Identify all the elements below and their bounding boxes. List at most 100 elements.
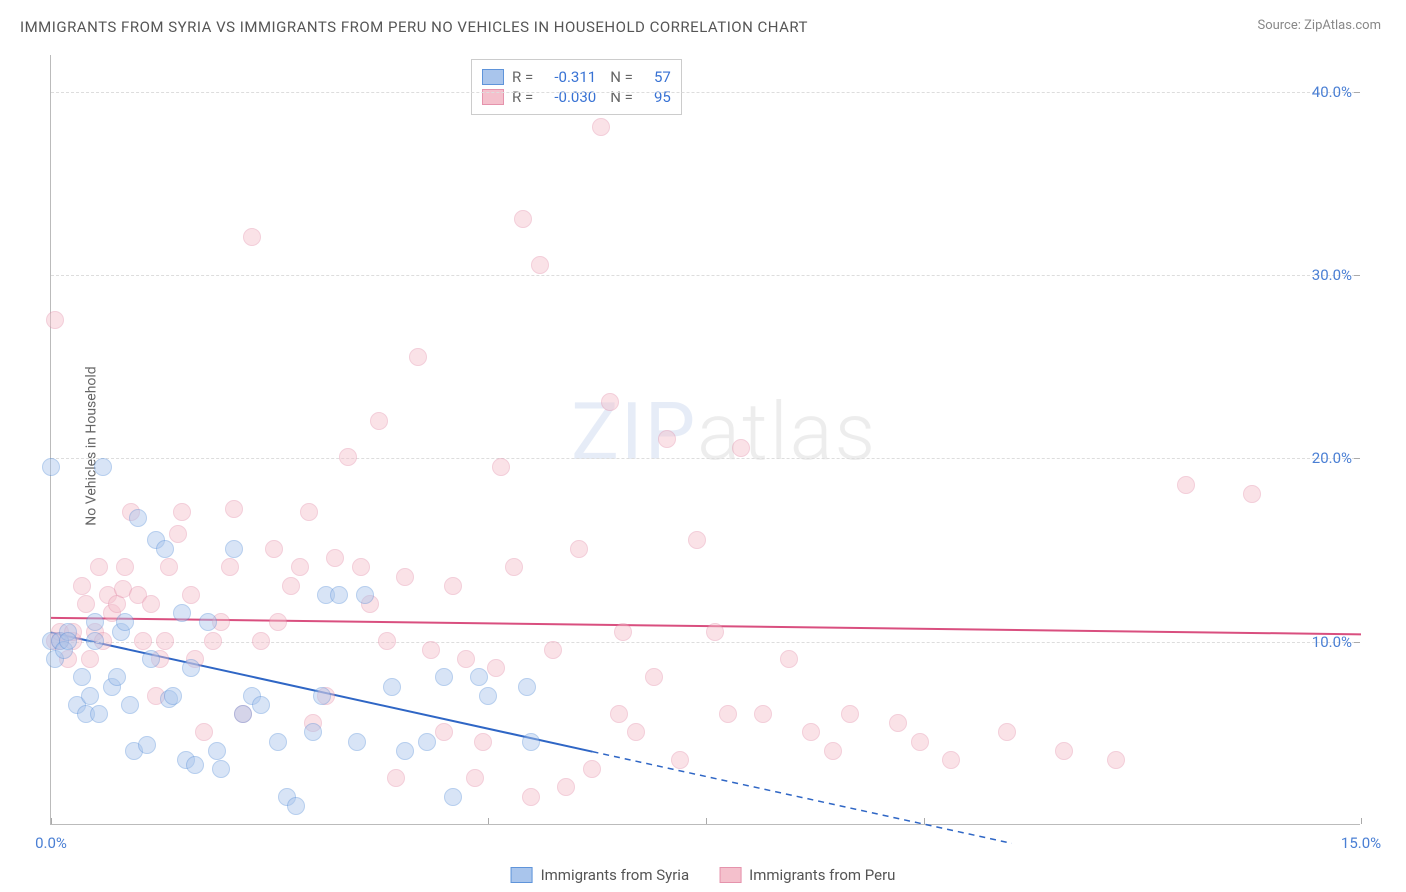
data-point-peru [444,577,462,595]
data-point-peru [378,632,396,650]
legend-swatch [511,867,533,883]
data-point-syria [142,650,160,668]
data-point-peru [409,348,427,366]
data-point-syria [86,613,104,631]
data-point-peru [942,751,960,769]
data-point-peru [326,549,344,567]
data-point-peru [90,558,108,576]
x-tick-label: 0.0% [35,834,67,852]
data-point-peru [998,723,1016,741]
data-point-peru [614,623,632,641]
data-point-syria [470,668,488,686]
x-tick-mark [706,818,707,824]
data-point-peru [204,632,222,650]
data-point-syria [164,687,182,705]
y-tick-label: 30.0% [1312,266,1352,284]
y-tick-label: 40.0% [1312,83,1352,101]
data-point-peru [243,228,261,246]
data-point-syria [116,613,134,631]
data-point-syria [90,705,108,723]
data-point-peru [557,778,575,796]
series-legend-label: Immigrants from Syria [541,866,690,884]
data-point-peru [754,705,772,723]
data-point-syria [234,705,252,723]
data-point-peru [182,586,200,604]
data-point-peru [732,439,750,457]
data-point-peru [134,632,152,650]
data-point-peru [457,650,475,668]
data-point-peru [487,659,505,677]
data-point-peru [396,568,414,586]
gridline [51,92,1360,93]
data-point-peru [422,641,440,659]
data-point-syria [252,696,270,714]
legend-swatch [482,69,504,85]
data-point-peru [142,595,160,613]
data-point-peru [73,577,91,595]
data-point-syria [138,736,156,754]
data-point-peru [352,558,370,576]
data-point-syria [186,756,204,774]
data-point-syria [59,632,77,650]
data-point-peru [671,751,689,769]
data-point-syria [182,659,200,677]
series-legend-label: Immigrants from Peru [749,866,895,884]
data-point-syria [330,586,348,604]
data-point-syria [522,733,540,751]
legend-n-label: N = [610,68,633,86]
series-legend-item-syria: Immigrants from Syria [511,866,690,884]
data-point-syria [173,604,191,622]
data-point-peru [1107,751,1125,769]
data-point-syria [348,733,366,751]
x-tick-label: 15.0% [1341,834,1381,852]
gridline [51,458,1360,459]
data-point-syria [225,540,243,558]
y-tick-mark [1354,458,1360,459]
data-point-peru [1055,742,1073,760]
data-point-syria [479,687,497,705]
x-tick-mark [51,818,52,824]
data-point-syria [73,668,91,686]
legend-swatch [719,867,741,883]
data-point-peru [370,412,388,430]
data-point-syria [304,723,322,741]
legend-r-value: -0.311 [541,68,596,86]
data-point-peru [610,705,628,723]
gridline [51,275,1360,276]
y-tick-mark [1354,275,1360,276]
chart-title: IMMIGRANTS FROM SYRIA VS IMMIGRANTS FROM… [20,18,808,36]
data-point-peru [169,525,187,543]
data-point-peru [570,540,588,558]
data-point-peru [1243,485,1261,503]
data-point-peru [688,531,706,549]
data-point-peru [160,558,178,576]
data-point-peru [77,595,95,613]
data-point-peru [802,723,820,741]
source-credit: Source: ZipAtlas.com [1257,18,1381,33]
data-point-peru [841,705,859,723]
data-point-peru [658,430,676,448]
data-point-peru [889,714,907,732]
data-point-syria [212,760,230,778]
data-point-syria [396,742,414,760]
data-point-syria [156,540,174,558]
data-point-peru [522,788,540,806]
data-point-peru [195,723,213,741]
data-point-syria [108,668,126,686]
y-tick-label: 20.0% [1312,449,1352,467]
data-point-peru [116,558,134,576]
data-point-peru [466,769,484,787]
data-point-syria [269,733,287,751]
data-point-syria [383,678,401,696]
x-tick-mark [924,818,925,824]
data-point-syria [86,632,104,650]
legend-row-syria: R =-0.311N =57 [482,68,671,86]
y-tick-mark [1354,92,1360,93]
data-point-syria [94,458,112,476]
y-tick-label: 10.0% [1312,633,1352,651]
data-point-syria [121,696,139,714]
data-point-peru [435,723,453,741]
data-point-peru [156,632,174,650]
data-point-peru [601,393,619,411]
legend-n-value: 57 [641,68,671,86]
